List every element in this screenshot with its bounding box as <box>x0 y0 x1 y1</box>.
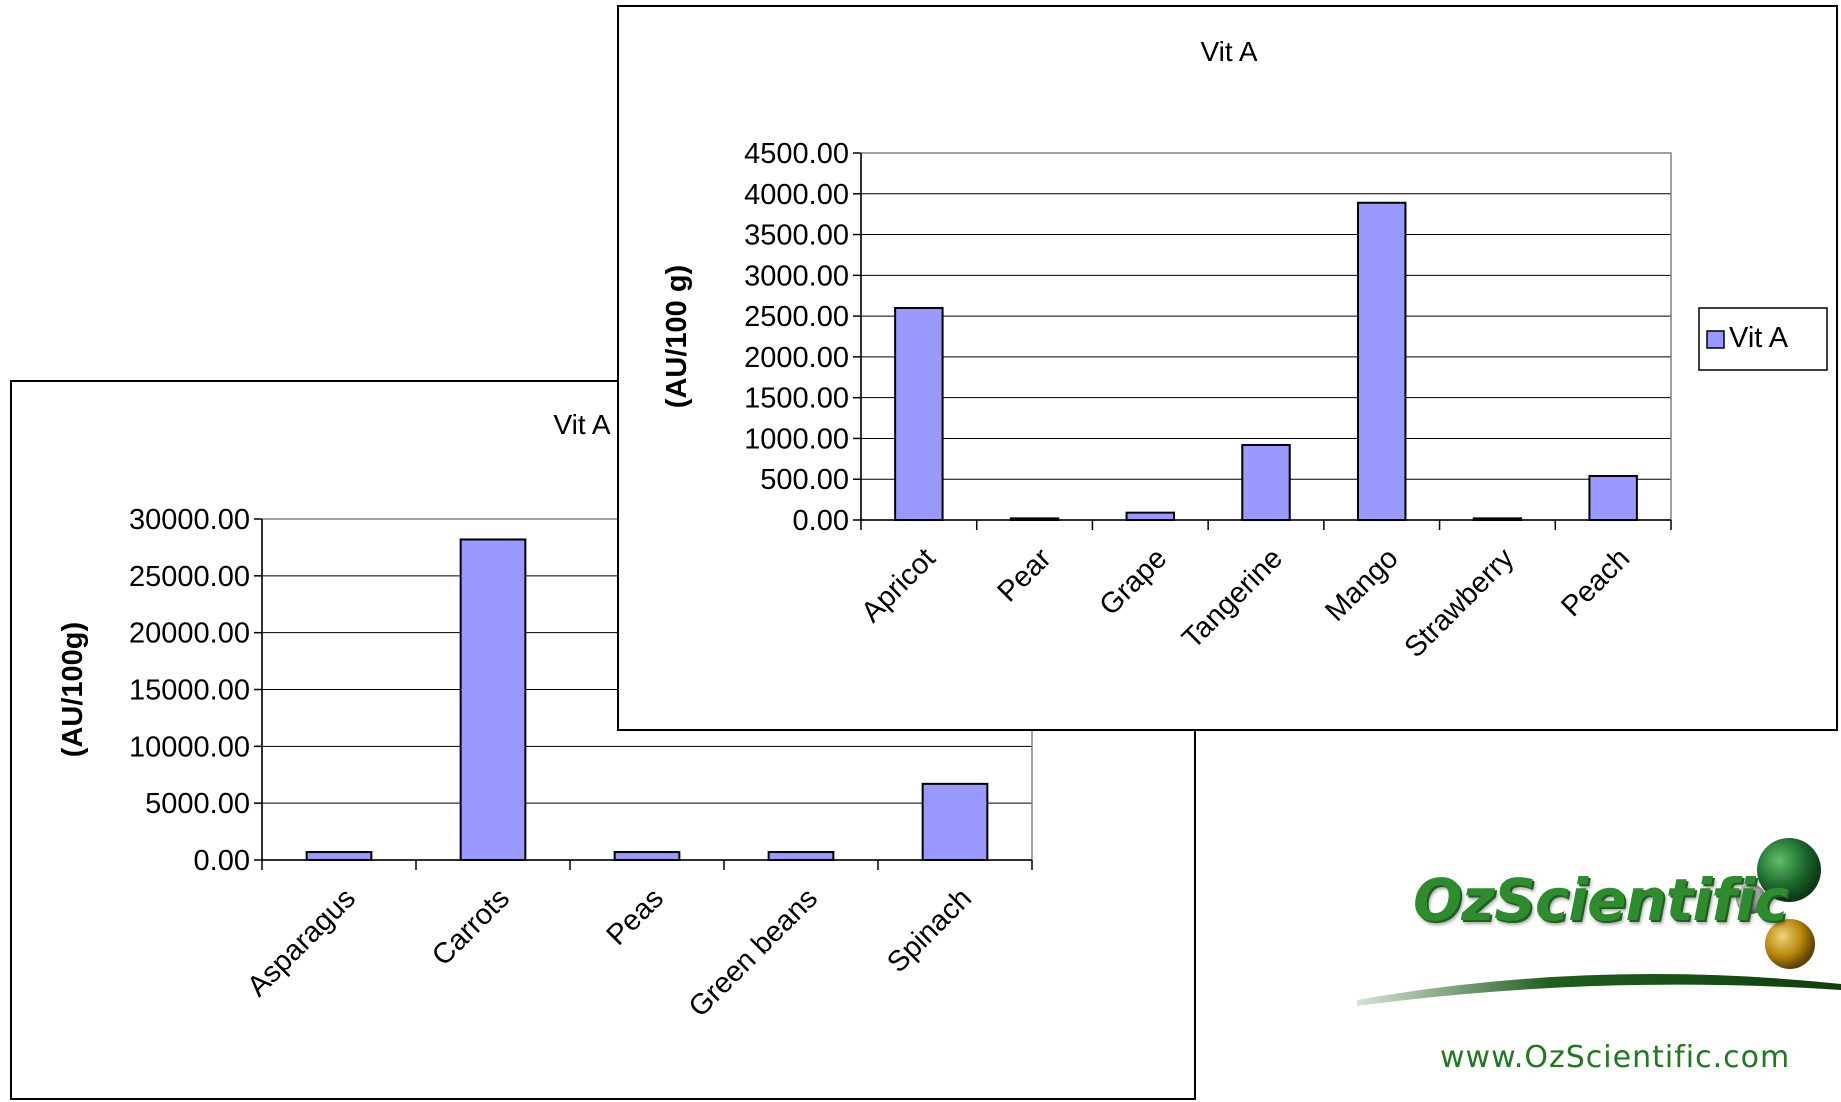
x-tick-label: Spinach <box>881 882 978 979</box>
logo-wordmark: OzScientific <box>1413 866 1789 934</box>
y-tick-label: 0.00 <box>194 845 250 877</box>
y-tick-label: 30000.00 <box>129 504 250 536</box>
bar <box>1588 474 1638 521</box>
logo-grey-sphere <box>1736 884 1766 914</box>
y-axis-label: (AU/100 g) <box>661 265 693 408</box>
logo-gold-sphere <box>1765 919 1815 969</box>
y-tick-label: 20000.00 <box>129 618 250 650</box>
y-tick-label: 0.00 <box>793 505 849 537</box>
bar <box>613 851 681 862</box>
y-tick-label: 1000.00 <box>744 423 849 455</box>
y-tick-label: 10000.00 <box>129 731 250 763</box>
x-tick-label: Peach <box>1555 542 1636 623</box>
bar <box>1009 517 1060 522</box>
bar <box>1125 511 1176 522</box>
chart-title: Vit A <box>1200 36 1257 67</box>
y-tick-label: 1500.00 <box>744 383 849 415</box>
y-tick-label: 4000.00 <box>744 179 849 211</box>
bar <box>1241 443 1291 522</box>
x-tick-label: Tangerine <box>1176 542 1289 655</box>
x-tick-label: Pear <box>992 542 1058 608</box>
fruit-chart-svg: Vit A 0.00 500.00 1000.00 1500.00 2000.00 2500… <box>661 36 1828 664</box>
bar <box>767 851 835 862</box>
bar <box>921 782 989 861</box>
logo-green-sphere <box>1757 838 1821 902</box>
logo-swoosh <box>1357 974 1841 1006</box>
y-tick-label: 3500.00 <box>744 220 849 252</box>
x-tick-label: Asparagus <box>241 882 362 1003</box>
y-tick-label: 5000.00 <box>145 788 250 820</box>
bar <box>459 538 527 862</box>
fruit-vit-a-chart: Vit A 0.00 500.00 1000.00 1500.00 2000.00 2500… <box>617 5 1838 731</box>
bar <box>894 306 944 522</box>
bar <box>1472 517 1523 522</box>
y-axis-label: (AU/100g) <box>57 622 89 757</box>
bar <box>1356 201 1407 521</box>
chart-title: Vit A <box>553 409 610 440</box>
y-tick-label: 2500.00 <box>744 301 849 333</box>
x-tick-label: Grape <box>1094 542 1174 622</box>
bar <box>305 851 373 862</box>
x-tick-label: Green beans <box>683 882 824 1023</box>
x-tick-label: Apricot <box>855 542 941 628</box>
website-url[interactable]: www.OzScientific.com <box>1440 1040 1791 1075</box>
y-tick-label: 2000.00 <box>744 342 849 374</box>
y-tick-label: 4500.00 <box>744 138 849 170</box>
x-tick-label: Strawberry <box>1399 542 1521 664</box>
y-tick-label: 25000.00 <box>129 561 250 593</box>
ozscientific-logo: OzScientific <box>1355 838 1841 1016</box>
logo-graphic <box>1357 838 1841 1006</box>
y-tick-label: 3000.00 <box>744 260 849 292</box>
y-tick-label: 500.00 <box>760 464 849 496</box>
y-tick-label: 15000.00 <box>129 675 250 707</box>
x-tick-label: Peas <box>601 882 670 951</box>
x-tick-label: Mango <box>1319 542 1404 627</box>
x-tick-label: Carrots <box>426 882 516 972</box>
legend-label: Vit A <box>1729 322 1789 354</box>
legend-swatch <box>1706 330 1725 349</box>
